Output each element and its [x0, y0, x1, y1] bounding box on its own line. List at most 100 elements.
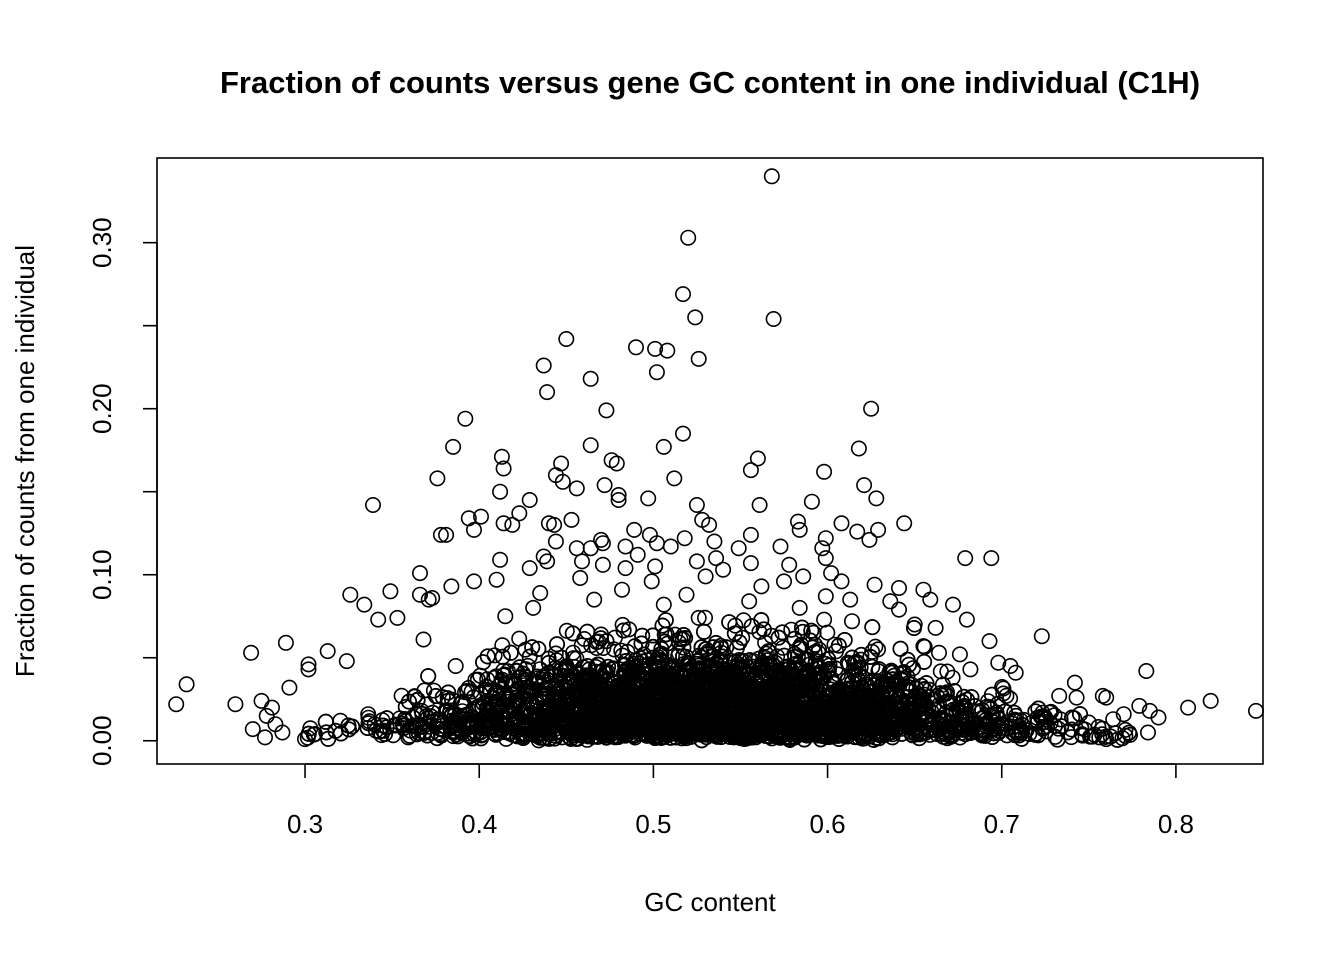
data-point [1012, 722, 1029, 739]
data-point [521, 648, 538, 665]
data-point [1006, 704, 1023, 721]
data-point [878, 702, 895, 719]
data-point [564, 725, 581, 742]
data-point [511, 659, 528, 676]
data-point [440, 684, 457, 701]
data-point [497, 675, 514, 692]
data-point [590, 633, 607, 650]
data-point [586, 693, 603, 710]
data-point [615, 622, 632, 639]
data-point [677, 629, 694, 646]
data-point [639, 704, 656, 721]
data-point [749, 666, 766, 683]
data-point [300, 725, 317, 742]
data-point [1094, 726, 1111, 743]
data-point [486, 647, 503, 664]
data-point [864, 619, 881, 636]
data-point [954, 693, 971, 710]
data-point [782, 666, 799, 683]
data-point [796, 709, 813, 726]
data-point [1059, 724, 1076, 741]
chart-title: Fraction of counts versus gene GC conten… [220, 65, 1200, 100]
data-point [916, 653, 933, 670]
data-point [754, 682, 771, 699]
data-point [733, 652, 750, 669]
data-point [344, 718, 361, 735]
data-point [696, 609, 713, 626]
data-point [963, 689, 980, 706]
data-point [657, 612, 674, 629]
data-point [359, 719, 376, 736]
data-point [695, 623, 712, 640]
data-point [418, 708, 435, 725]
data-point [899, 651, 916, 668]
data-point [771, 670, 788, 687]
data-point [692, 688, 709, 705]
data-point [1030, 700, 1047, 717]
data-point [791, 639, 808, 656]
data-point [419, 727, 436, 744]
data-point [883, 675, 900, 692]
data-points [168, 168, 1265, 749]
data-point [579, 658, 596, 675]
data-point [420, 668, 437, 685]
data-point [900, 679, 917, 696]
data-point [753, 612, 770, 629]
data-point [406, 688, 423, 705]
data-point [598, 729, 615, 746]
data-point [524, 639, 541, 656]
data-point [903, 726, 920, 743]
data-point [502, 644, 519, 661]
data-point [820, 651, 837, 668]
data-point [725, 729, 742, 746]
data-point [634, 627, 651, 644]
data-point [538, 666, 555, 683]
data-point [625, 727, 642, 744]
data-point [830, 637, 847, 654]
data-point [799, 725, 816, 742]
data-point [494, 648, 511, 665]
data-point [573, 637, 590, 654]
data-point [614, 616, 631, 633]
data-point [788, 726, 805, 743]
data-point [721, 614, 738, 631]
data-point [447, 657, 464, 674]
data-point [728, 666, 745, 683]
data-point [427, 687, 444, 704]
data-point [519, 685, 536, 702]
data-point [845, 662, 862, 679]
data-point [509, 662, 526, 679]
data-point [645, 649, 662, 666]
data-point [760, 681, 777, 698]
data-point [1117, 721, 1134, 738]
data-point [511, 630, 528, 647]
data-point [867, 638, 884, 655]
data-point [715, 707, 732, 724]
data-point [539, 665, 556, 682]
data-point [826, 705, 843, 722]
data-point [600, 658, 617, 675]
data-point [862, 648, 879, 665]
data-point [828, 712, 845, 729]
data-point [809, 658, 826, 675]
data-point [675, 639, 692, 656]
data-point [995, 685, 1012, 702]
data-point [516, 704, 533, 721]
data-point [932, 663, 949, 680]
data-point [559, 661, 576, 678]
data-point [752, 659, 769, 676]
data-point [918, 675, 935, 692]
data-point [414, 718, 431, 735]
data-point [1072, 706, 1089, 723]
data-point [675, 648, 692, 665]
data-point [656, 633, 673, 650]
data-point [439, 702, 456, 719]
data-point [965, 715, 982, 732]
data-point [992, 719, 1009, 736]
data-point [457, 684, 474, 701]
data-point [884, 664, 901, 681]
data-point [532, 729, 549, 746]
data-point [581, 661, 598, 678]
data-point [994, 678, 1011, 695]
data-point [375, 717, 392, 734]
